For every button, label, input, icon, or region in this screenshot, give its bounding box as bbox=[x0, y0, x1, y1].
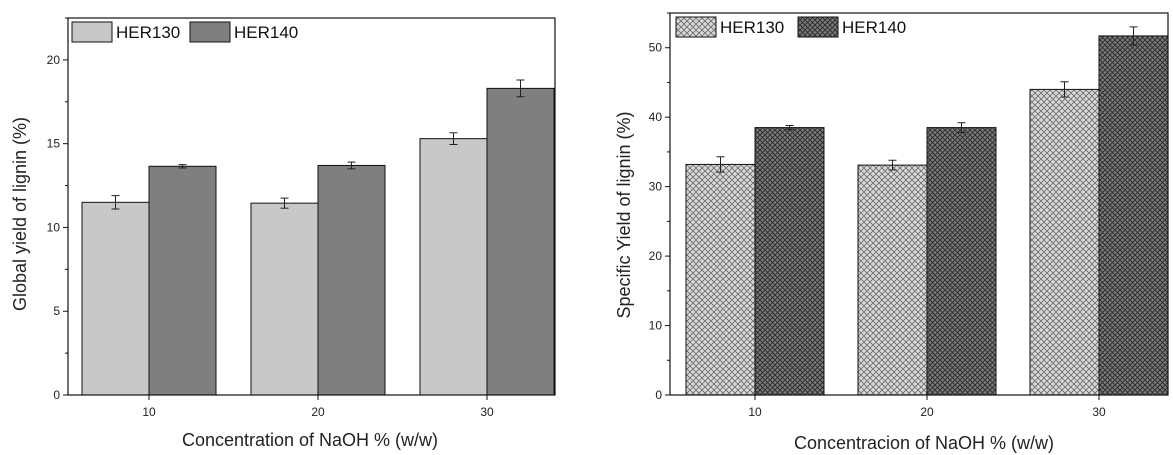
error-bar-her140-30 bbox=[1129, 26, 1138, 46]
y-tick-label: 0 bbox=[655, 388, 662, 402]
y-axis-title: Global yield of lignin (%) bbox=[10, 117, 30, 311]
error-bar-her140-10 bbox=[178, 164, 187, 169]
x-axis-title: Concentracion of NaOH % (w/w) bbox=[794, 433, 1054, 453]
legend-label-her140: HER140 bbox=[234, 23, 298, 42]
error-bar-her130-10 bbox=[111, 195, 120, 210]
legend-swatch-her130 bbox=[675, 16, 717, 38]
chart-global-yield: 0 5 10 15 20 10 20 30 Concentration of NaOH % (… bbox=[10, 17, 556, 450]
bar-her130-20 bbox=[250, 202, 319, 396]
error-bar-her130-20 bbox=[888, 159, 897, 171]
y-tick-label: 30 bbox=[649, 180, 663, 194]
error-bar-her140-10 bbox=[785, 125, 794, 131]
plot-frame bbox=[67, 17, 556, 396]
legend-swatch-her140 bbox=[189, 21, 231, 43]
y-tick-label: 10 bbox=[649, 319, 663, 333]
y-tick-label: 20 bbox=[649, 249, 663, 263]
y-tick-label: 15 bbox=[47, 137, 61, 151]
bar-her140-20 bbox=[926, 127, 997, 396]
y-axis-title: Specific Yield of lignin (%) bbox=[614, 111, 634, 318]
error-bar-her130-10 bbox=[716, 156, 725, 173]
legend-label-her130: HER130 bbox=[720, 18, 784, 37]
y-tick-label: 10 bbox=[47, 220, 61, 234]
error-bar-her140-20 bbox=[347, 161, 356, 170]
chart-specific-yield: 0 10 20 30 40 50 10 20 30 Concentracion of NaOH … bbox=[614, 12, 1169, 453]
legend-label-her130: HER130 bbox=[116, 23, 180, 42]
error-bar-her130-30 bbox=[449, 132, 458, 146]
legend: HER130 HER140 bbox=[71, 21, 298, 43]
x-tick-label: 20 bbox=[311, 405, 325, 419]
bar-her140-20 bbox=[317, 164, 386, 396]
error-bar-her130-20 bbox=[280, 197, 289, 209]
y-tick-label: 40 bbox=[649, 110, 663, 124]
y-tick-label: 50 bbox=[649, 41, 663, 55]
bar-her130-30 bbox=[1029, 88, 1100, 396]
y-tick-label: 0 bbox=[53, 388, 60, 402]
x-tick-label: 10 bbox=[142, 405, 156, 419]
bar-her140-10 bbox=[754, 127, 825, 396]
x-tick-label: 30 bbox=[1092, 405, 1106, 419]
legend-swatch-her140 bbox=[797, 16, 839, 38]
y-tick-label: 5 bbox=[53, 304, 60, 318]
bar-her130-10 bbox=[81, 201, 150, 396]
bar-her130-30 bbox=[419, 138, 488, 396]
y-tick-label: 20 bbox=[47, 53, 61, 67]
bar-her140-10 bbox=[148, 165, 217, 396]
plot-area: 0 10 20 30 40 50 10 20 30 bbox=[649, 12, 1169, 419]
legend: HER130 HER140 bbox=[675, 16, 906, 38]
error-bar-her140-20 bbox=[957, 122, 966, 133]
bar-her140-30 bbox=[486, 87, 555, 396]
x-tick-label: 20 bbox=[920, 405, 934, 419]
x-tick-label: 10 bbox=[748, 405, 762, 419]
plot-frame bbox=[669, 12, 1169, 396]
bar-her130-10 bbox=[685, 163, 756, 396]
legend-label-her140: HER140 bbox=[842, 18, 906, 37]
plot-area: 0 5 10 15 20 10 20 30 bbox=[47, 17, 556, 419]
bar-her130-20 bbox=[857, 164, 928, 396]
x-tick-label: 30 bbox=[480, 405, 494, 419]
legend-swatch-her130 bbox=[71, 21, 113, 43]
bar-her140-30 bbox=[1098, 35, 1169, 396]
x-axis-title: Concentration of NaOH % (w/w) bbox=[182, 430, 438, 450]
error-bar-her140-30 bbox=[516, 79, 525, 98]
error-bar-her130-30 bbox=[1060, 81, 1069, 98]
